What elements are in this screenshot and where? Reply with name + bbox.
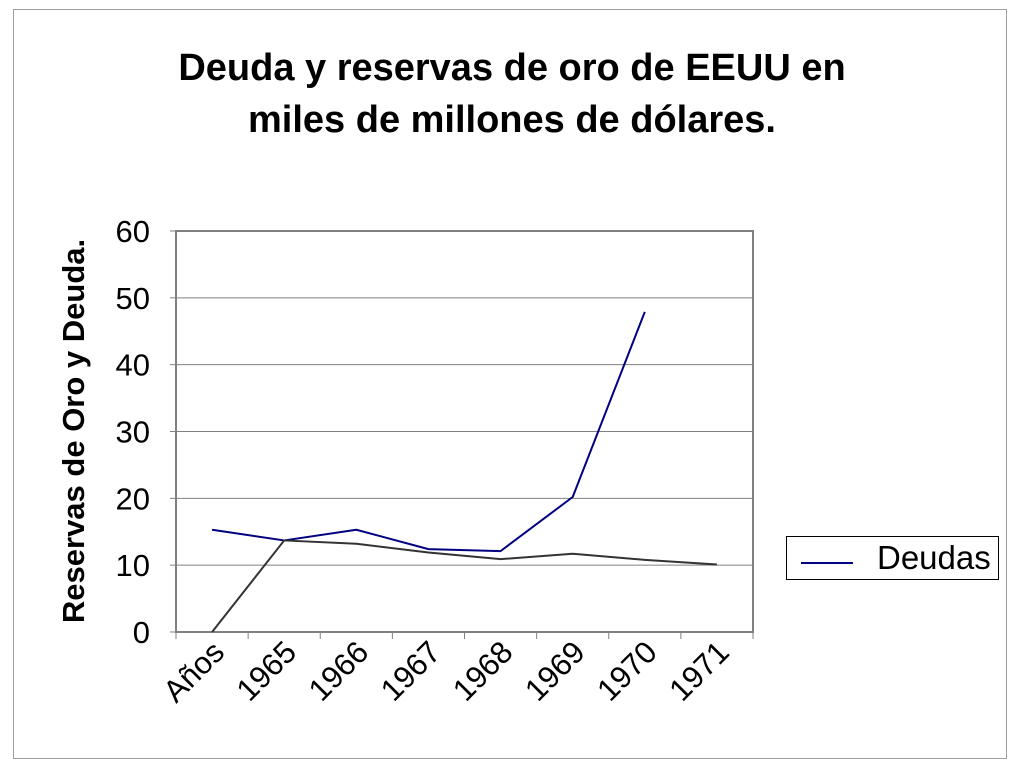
legend-swatch-deudas bbox=[801, 562, 853, 564]
y-tick-label: 30 bbox=[116, 415, 150, 450]
grid-lines bbox=[176, 297, 753, 566]
chart-frame bbox=[13, 9, 1007, 759]
x-tick-label: 1970 bbox=[590, 634, 664, 708]
y-tick-label: 60 bbox=[116, 214, 150, 249]
chart-title-line-1: Deuda y reservas de oro de EEUU en bbox=[178, 47, 846, 89]
x-tick-label: 1971 bbox=[662, 634, 736, 708]
x-tick-label: 1967 bbox=[374, 634, 448, 708]
x-tick-label: Años bbox=[156, 634, 231, 709]
chart-title: Deuda y reservas de oro de EEUU en miles… bbox=[0, 42, 1024, 146]
x-tick-label: 1966 bbox=[302, 634, 376, 708]
chart-title-line-2: miles de millones de dólares. bbox=[248, 99, 776, 141]
x-tick-label: 1968 bbox=[446, 634, 520, 708]
y-tick-label: 40 bbox=[116, 348, 150, 383]
y-tick-label: 50 bbox=[116, 281, 150, 316]
series-group bbox=[211, 311, 718, 633]
y-tick-label: 10 bbox=[116, 548, 150, 583]
legend-label-deudas: Deudas bbox=[877, 539, 991, 576]
y-axis-label: Reservas de Oro y Deuda. bbox=[56, 239, 91, 623]
x-tick-label: 1965 bbox=[230, 634, 304, 708]
y-axis: 0 10 20 30 40 50 60 bbox=[116, 214, 176, 650]
series-line-reservas bbox=[211, 539, 718, 633]
legend: Deudas bbox=[786, 536, 999, 580]
y-tick-label: 0 bbox=[133, 615, 150, 650]
x-tick-label: 1969 bbox=[518, 634, 592, 708]
y-tick-label: 20 bbox=[116, 481, 150, 516]
